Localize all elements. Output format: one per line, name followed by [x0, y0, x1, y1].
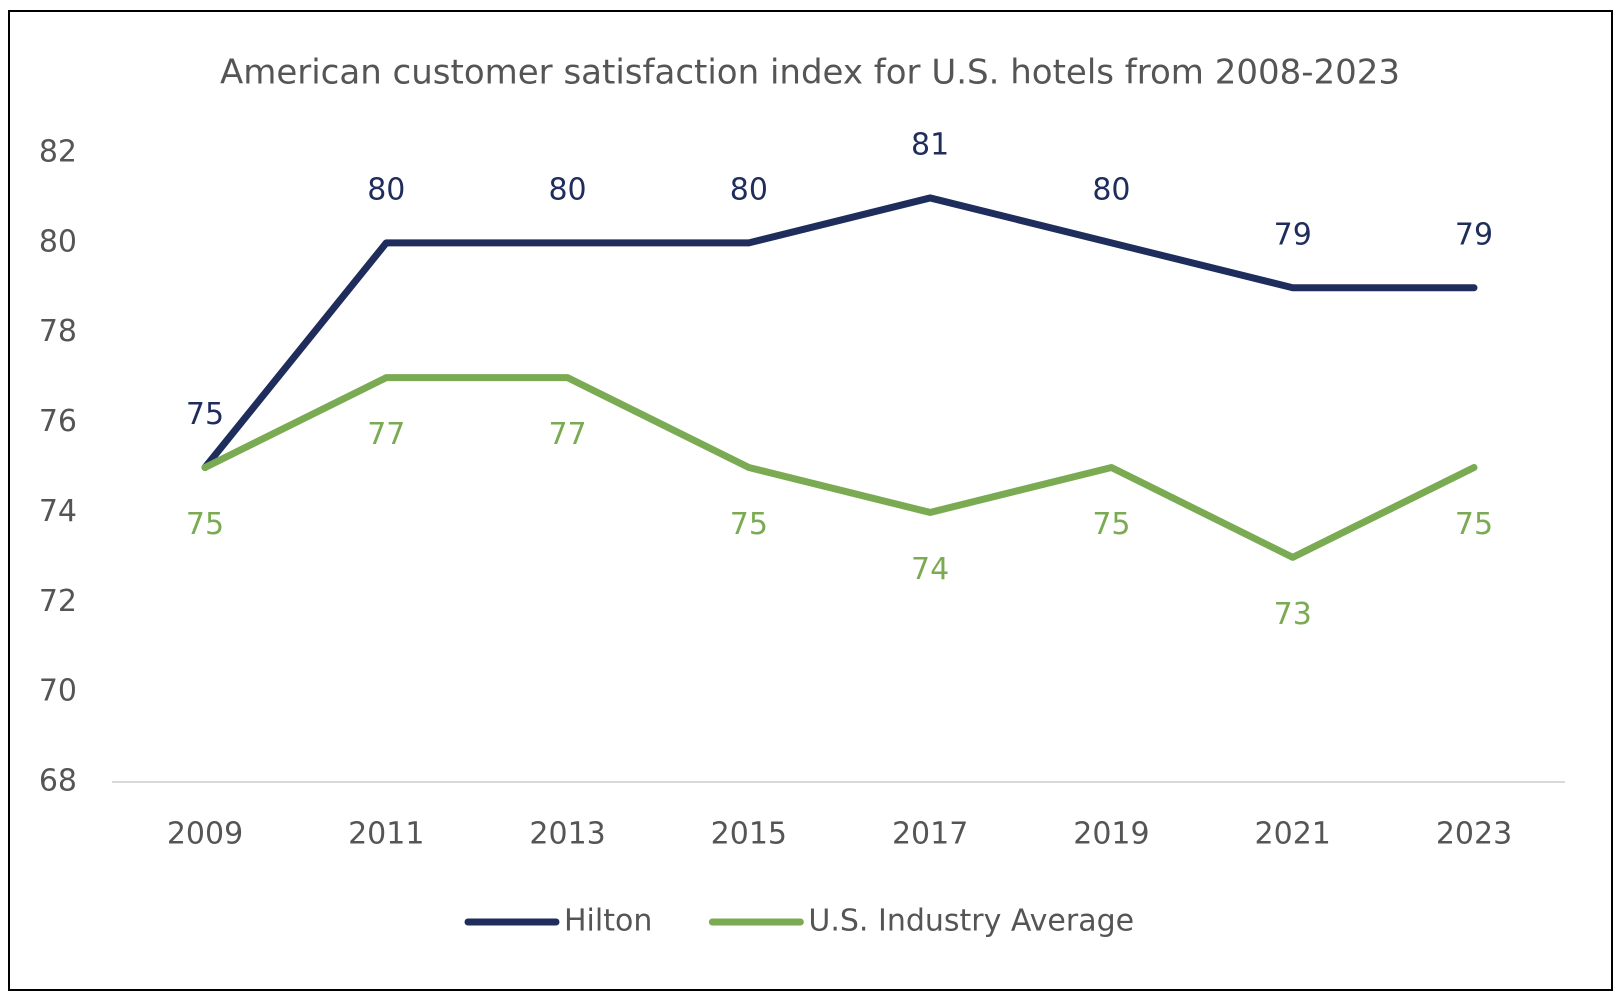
data-label: 80 [1092, 172, 1130, 207]
series-line [201, 194, 1478, 471]
chart-title: American customer satisfaction index for… [220, 53, 1400, 93]
data-label: 79 [1455, 217, 1493, 252]
legend-label: U.S. Industry Average [808, 904, 1134, 939]
x-tick-label: 2021 [1255, 817, 1331, 852]
y-tick-label: 72 [39, 584, 77, 619]
data-label: 75 [730, 507, 768, 542]
legend-label: Hilton [564, 904, 652, 939]
x-tick-label: 2023 [1436, 817, 1512, 852]
x-tick-label: 2017 [892, 817, 968, 852]
data-label: 73 [1274, 597, 1312, 632]
data-label: 75 [186, 507, 224, 542]
data-label: 81 [911, 127, 949, 162]
data-label: 80 [730, 172, 768, 207]
data-label: 75 [186, 397, 224, 432]
x-tick-label: 2011 [348, 817, 424, 852]
x-tick-label: 2019 [1073, 817, 1149, 852]
y-tick-label: 74 [39, 494, 77, 529]
data-label: 75 [1092, 507, 1130, 542]
y-tick-label: 78 [39, 314, 77, 349]
y-tick-label: 68 [39, 764, 77, 799]
x-tick-label: 2013 [529, 817, 605, 852]
y-tick-label: 70 [39, 674, 77, 709]
x-tick-label: 2015 [711, 817, 787, 852]
data-label: 80 [548, 172, 586, 207]
data-label: 77 [367, 417, 405, 452]
data-label: 79 [1274, 217, 1312, 252]
data-label: 75 [1455, 507, 1493, 542]
y-tick-label: 80 [39, 224, 77, 259]
y-tick-label: 76 [39, 404, 77, 439]
x-tick-label: 2009 [167, 817, 243, 852]
chart-border [8, 10, 1613, 991]
series-line [201, 374, 1478, 561]
data-label: 80 [367, 172, 405, 207]
data-label: 77 [548, 417, 586, 452]
data-label: 74 [911, 552, 949, 587]
y-tick-label: 82 [39, 135, 77, 170]
